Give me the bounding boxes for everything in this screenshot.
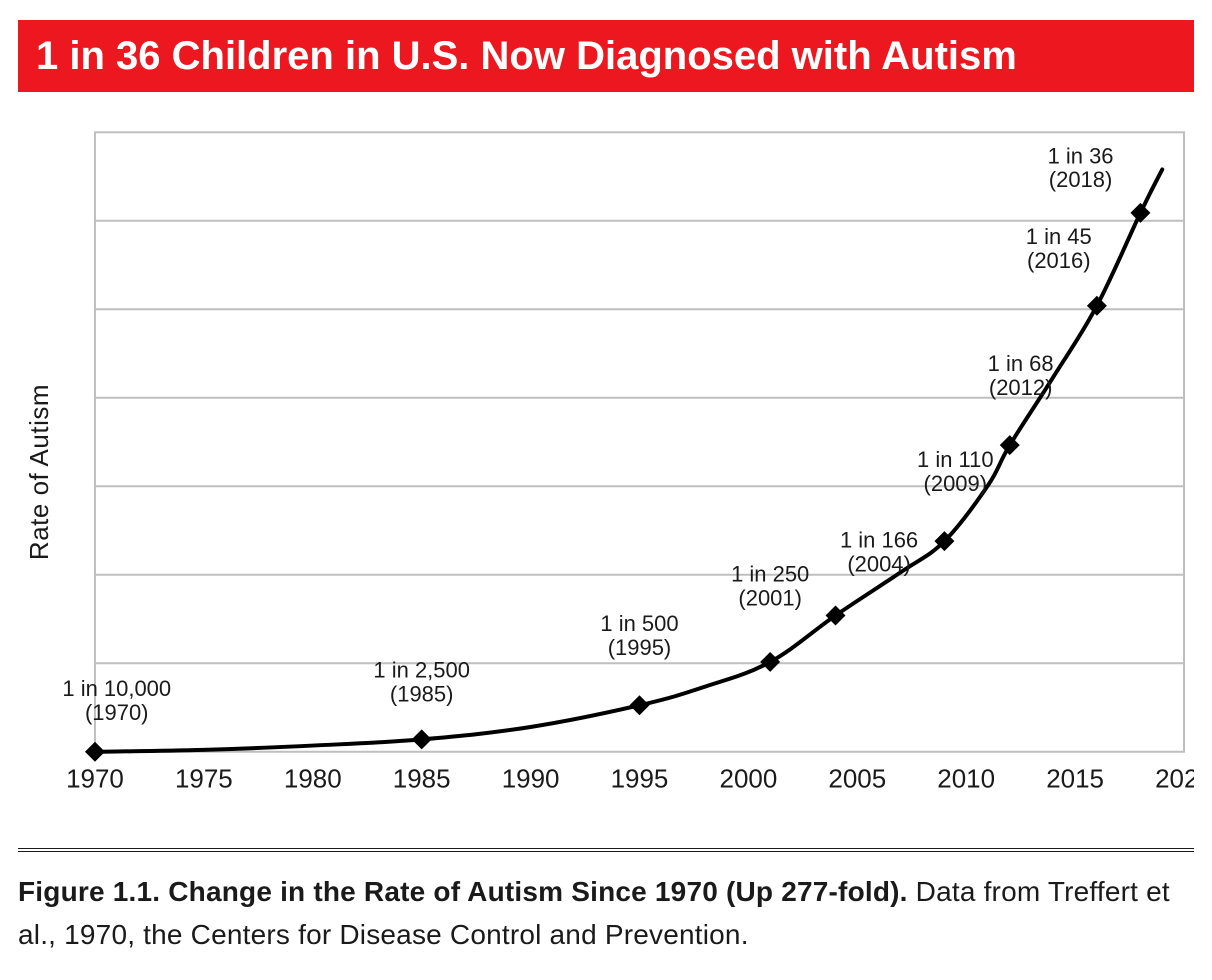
x-tick-label: 1985 bbox=[393, 764, 451, 794]
data-point-label-year: (1970) bbox=[85, 700, 149, 725]
data-point-label-year: (2004) bbox=[847, 551, 911, 576]
x-tick-label: 1990 bbox=[502, 764, 560, 794]
x-tick-label: 1980 bbox=[284, 764, 342, 794]
data-point-label-year: (2012) bbox=[989, 375, 1053, 400]
autism-rate-chart: 1970 1975 1980 1985 1990 1995 2000 2005 2010 2015… bbox=[55, 122, 1194, 822]
caption-bold: Figure 1.1. Change in the Rate of Autism… bbox=[18, 876, 908, 907]
data-point-label-year: (1995) bbox=[608, 635, 672, 660]
data-point-label: 1 in 110 bbox=[917, 447, 994, 472]
x-tick-label: 2015 bbox=[1046, 764, 1104, 794]
data-point-label: 1 in 250 bbox=[731, 561, 809, 586]
data-point-label-year: (2001) bbox=[738, 585, 802, 610]
x-tick-label: 1995 bbox=[611, 764, 669, 794]
data-point-label: 1 in 500 bbox=[600, 611, 678, 636]
y-axis-label: Rate of Autism bbox=[18, 384, 55, 560]
x-tick-label: 1970 bbox=[66, 764, 124, 794]
x-tick-label: 2010 bbox=[937, 764, 995, 794]
data-point-label: 1 in 166 bbox=[840, 527, 918, 552]
x-tick-label: 2000 bbox=[720, 764, 778, 794]
data-point-label-year: (1985) bbox=[390, 681, 454, 706]
data-point-label: 1 in 68 bbox=[988, 351, 1054, 376]
data-point-label: 1 in 2,500 bbox=[373, 657, 470, 682]
chart-container: Rate of Autism 1970 1975 1980 1985 1990 1995 2… bbox=[18, 122, 1194, 822]
data-point-label-year: (2009) bbox=[924, 471, 988, 496]
data-point-label: 1 in 36 bbox=[1048, 143, 1114, 168]
figure-caption: Figure 1.1. Change in the Rate of Autism… bbox=[18, 870, 1194, 957]
data-point-label: 1 in 10,000 bbox=[62, 676, 171, 701]
divider-line-top bbox=[18, 848, 1194, 849]
divider-line-bottom bbox=[18, 851, 1194, 852]
x-tick-label: 2020 bbox=[1155, 764, 1194, 794]
x-tick-label: 2005 bbox=[828, 764, 886, 794]
title-banner: 1 in 36 Children in U.S. Now Diagnosed w… bbox=[18, 20, 1194, 92]
x-tick-label: 1975 bbox=[175, 764, 233, 794]
data-point-label-year: (2016) bbox=[1027, 248, 1091, 273]
data-point-label: 1 in 45 bbox=[1026, 224, 1092, 249]
data-point-label-year: (2018) bbox=[1049, 167, 1113, 192]
